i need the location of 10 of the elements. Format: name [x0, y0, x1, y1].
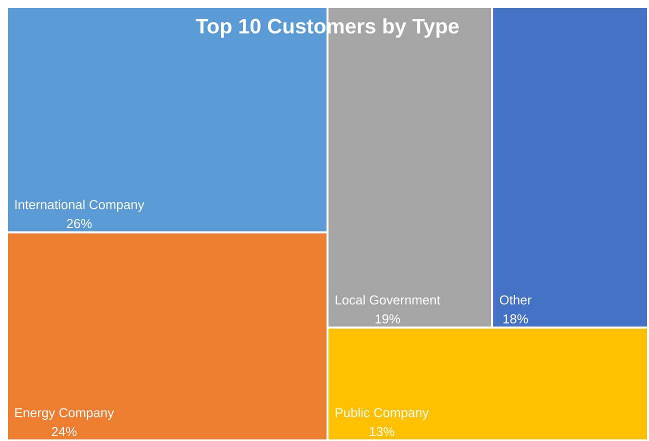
data-label: 18%	[503, 314, 528, 324]
data-label: 19%	[376, 314, 400, 324]
data-label: 26%	[66, 218, 92, 228]
category-label: Local Government	[336, 294, 440, 304]
category-label: Other	[500, 294, 532, 304]
category-label: Energy Company	[15, 408, 114, 420]
data-label: 13%	[370, 426, 394, 436]
category-label: International Company	[15, 200, 144, 212]
data-label: 24%	[52, 426, 77, 436]
category-label: Public Company	[336, 408, 429, 420]
